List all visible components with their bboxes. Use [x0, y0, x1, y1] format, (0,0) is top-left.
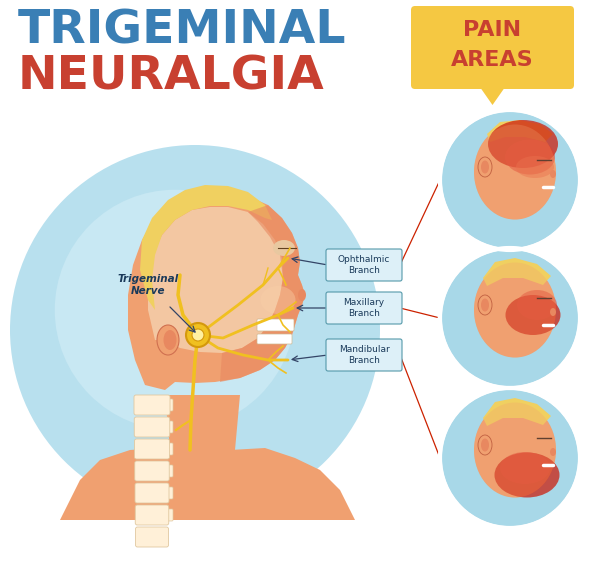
FancyBboxPatch shape — [411, 6, 574, 89]
Text: PAIN: PAIN — [463, 20, 521, 40]
Polygon shape — [140, 185, 272, 310]
Text: Ophthalmic
Branch: Ophthalmic Branch — [338, 255, 390, 275]
Ellipse shape — [474, 125, 556, 219]
FancyBboxPatch shape — [134, 395, 170, 415]
Text: Maxillary
Branch: Maxillary Branch — [343, 298, 385, 318]
Ellipse shape — [550, 308, 556, 316]
Ellipse shape — [273, 240, 295, 256]
Text: NEURALGIA: NEURALGIA — [18, 55, 325, 100]
FancyBboxPatch shape — [159, 487, 173, 499]
Polygon shape — [479, 85, 506, 105]
Text: TRIGEMINAL: TRIGEMINAL — [18, 8, 347, 53]
Ellipse shape — [474, 125, 556, 219]
Ellipse shape — [478, 295, 492, 315]
Ellipse shape — [488, 120, 558, 168]
FancyBboxPatch shape — [257, 319, 294, 331]
Ellipse shape — [505, 295, 560, 335]
FancyBboxPatch shape — [136, 527, 169, 547]
Ellipse shape — [505, 139, 555, 174]
Text: AREAS: AREAS — [451, 50, 534, 70]
Polygon shape — [148, 207, 283, 353]
FancyBboxPatch shape — [135, 505, 169, 525]
Text: Trigeminal
Nerve: Trigeminal Nerve — [118, 274, 179, 296]
FancyBboxPatch shape — [134, 417, 170, 437]
Ellipse shape — [494, 452, 560, 498]
Polygon shape — [220, 205, 305, 382]
FancyBboxPatch shape — [135, 461, 169, 481]
FancyBboxPatch shape — [159, 509, 173, 521]
Circle shape — [440, 110, 580, 250]
Polygon shape — [128, 188, 305, 390]
Text: Mandibular
Branch: Mandibular Branch — [338, 345, 389, 365]
Ellipse shape — [478, 435, 492, 455]
Polygon shape — [487, 120, 553, 142]
FancyBboxPatch shape — [257, 334, 292, 344]
Circle shape — [10, 145, 380, 515]
FancyBboxPatch shape — [159, 465, 173, 477]
Polygon shape — [483, 398, 551, 426]
FancyBboxPatch shape — [135, 483, 169, 503]
Ellipse shape — [550, 170, 556, 178]
Ellipse shape — [163, 330, 176, 350]
Circle shape — [192, 329, 204, 341]
Ellipse shape — [478, 157, 492, 177]
FancyBboxPatch shape — [326, 292, 402, 324]
Ellipse shape — [481, 298, 489, 312]
Ellipse shape — [474, 262, 556, 358]
FancyBboxPatch shape — [326, 339, 402, 371]
FancyBboxPatch shape — [159, 443, 173, 455]
Polygon shape — [165, 395, 240, 453]
Ellipse shape — [500, 452, 550, 484]
Ellipse shape — [474, 402, 556, 498]
Polygon shape — [483, 258, 551, 286]
Ellipse shape — [474, 402, 556, 498]
Ellipse shape — [298, 289, 306, 301]
Ellipse shape — [517, 290, 557, 320]
Ellipse shape — [481, 161, 489, 173]
Polygon shape — [60, 448, 355, 520]
FancyBboxPatch shape — [326, 249, 402, 281]
Ellipse shape — [481, 439, 489, 452]
Ellipse shape — [260, 286, 296, 314]
FancyBboxPatch shape — [134, 439, 170, 459]
Circle shape — [186, 323, 210, 347]
Ellipse shape — [550, 448, 556, 456]
Circle shape — [440, 248, 580, 388]
Ellipse shape — [474, 262, 556, 358]
Circle shape — [55, 190, 295, 430]
Ellipse shape — [516, 156, 554, 178]
Circle shape — [440, 388, 580, 528]
Ellipse shape — [157, 325, 179, 355]
FancyBboxPatch shape — [159, 421, 173, 433]
FancyBboxPatch shape — [159, 399, 173, 411]
